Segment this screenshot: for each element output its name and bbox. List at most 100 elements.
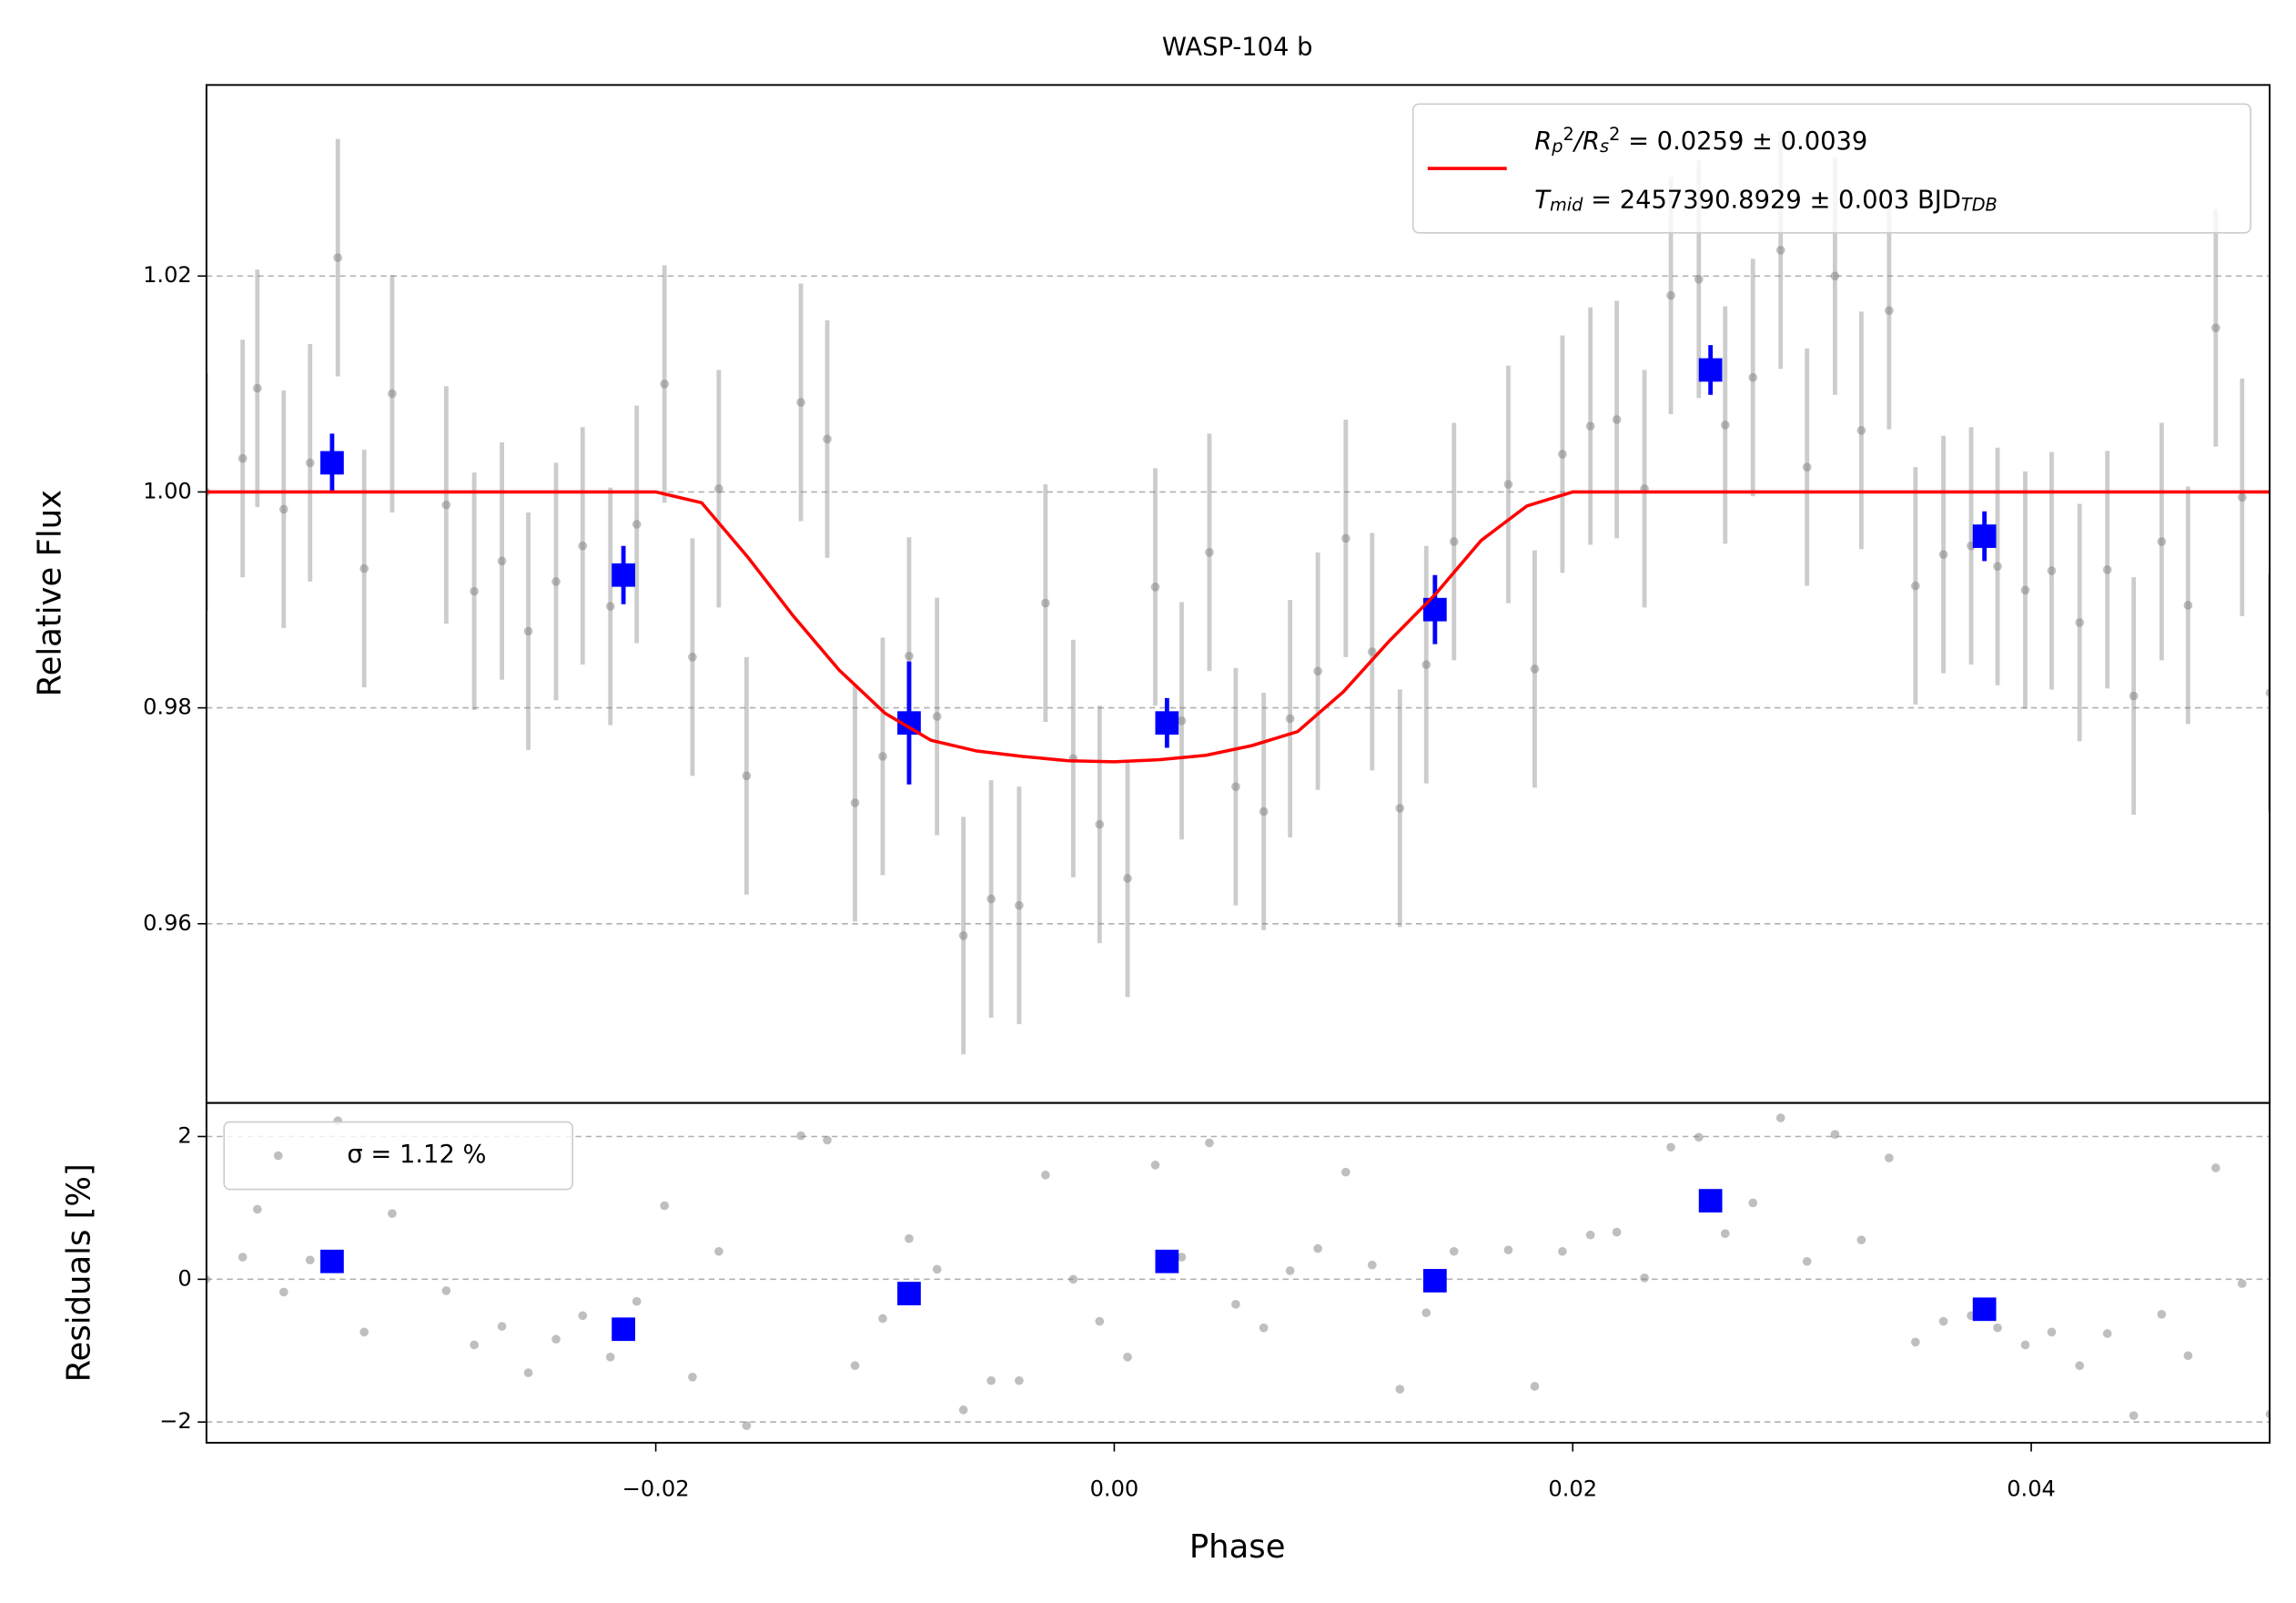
data-point [305,1255,315,1265]
data-point [1530,665,1540,674]
data-point [551,577,561,586]
data-point [238,453,248,463]
data-point [1885,1153,1894,1162]
data-point [1666,290,1675,300]
data-point [578,1311,588,1321]
data-point [1830,271,1840,281]
data-point [2075,1361,2085,1371]
data-point [878,1314,887,1324]
data-point [796,1131,805,1141]
data-point [497,556,507,566]
data-point [2102,564,2112,574]
data-point [1775,1113,1785,1122]
data-point [1123,1353,1132,1362]
data-point [206,1274,211,1284]
data-point [1993,1323,2002,1333]
binned-point [1155,1249,1179,1273]
data-point [1395,1385,1405,1394]
data-point [1585,1230,1595,1240]
x-axis-label: Phase [1189,1528,1286,1566]
data-point [1938,550,1948,560]
legend-label-part: T [1534,186,1552,214]
data-point [2183,1351,2193,1361]
data-point [932,1264,942,1274]
y-axis-label: Residuals [%] [60,1163,97,1382]
data-point [1775,245,1785,255]
data-point [497,1322,507,1331]
legend-label-part: = 0.0259 ± 0.0039 [1620,127,1867,156]
legend-label: σ = 1.12 % [347,1141,486,1169]
legend-label: Tmid = 2457390.8929 ± 0.003 BJDTDB [1534,186,1998,216]
data-point [958,1405,968,1415]
data-point [1938,1316,1948,1326]
data-point [823,1135,832,1145]
data-point [1395,804,1405,813]
data-point [742,1421,752,1430]
data-point [1259,1323,1269,1333]
binned-point [612,1317,635,1342]
data-point [1503,1245,1513,1255]
data-point [986,1375,996,1385]
legend-label-part: mid [1550,195,1583,216]
data-point [1095,1316,1105,1326]
data-point [2129,691,2139,701]
data-point [1231,782,1240,792]
legend-swatch [273,1151,283,1161]
data-point [388,389,397,399]
data-point [714,484,723,493]
data-point [1015,1375,1024,1385]
data-point [1720,1229,1730,1238]
data-point [2237,1279,2247,1288]
data-point [1558,450,1567,459]
data-point [688,1372,697,1382]
data-point [1123,874,1132,883]
data-point [2211,1163,2220,1172]
binned-point [612,563,635,587]
legend-label-part: R [1534,127,1552,156]
data-point [523,1368,533,1377]
data-point [1640,1273,1649,1283]
legend-label-part: s [1600,136,1609,157]
data-point [1150,582,1160,592]
binned-point [1972,1297,1997,1322]
plot-area [206,1113,2271,1430]
x-tick-label: 0.02 [1548,1476,1597,1501]
data-point [359,563,369,573]
data-point [470,1340,479,1350]
data-point [359,1327,369,1337]
model-line [206,490,2271,764]
data-point [278,1287,288,1297]
data-point [1367,647,1377,656]
data-point [1694,1132,1704,1142]
data-point [878,752,887,761]
axes-frame [205,1101,2271,1444]
data-point [2265,1409,2271,1419]
data-point [278,504,288,514]
data-point [441,500,451,510]
data-point [823,434,832,444]
data-point [1612,1227,1622,1237]
data-point [441,1286,451,1295]
data-point [1449,1246,1459,1256]
data-point [1231,1299,1240,1309]
data-point [958,931,968,940]
data-point [1802,462,1812,472]
data-point [1885,306,1894,316]
data-point [905,651,914,661]
data-point [1421,660,1431,669]
data-point [660,380,670,389]
data-point [1205,1138,1214,1148]
y-tick-label: 2 [177,1123,191,1149]
data-point [1694,274,1704,284]
data-point [2020,585,2030,595]
binned-point [320,1249,344,1273]
data-point [1177,1253,1187,1262]
binned-point [1422,1269,1447,1293]
data-point [742,771,752,781]
data-point [2183,601,2193,610]
data-point [660,1201,670,1211]
data-point [1911,1337,1920,1347]
binned-point [320,451,344,475]
data-point [252,1204,262,1214]
